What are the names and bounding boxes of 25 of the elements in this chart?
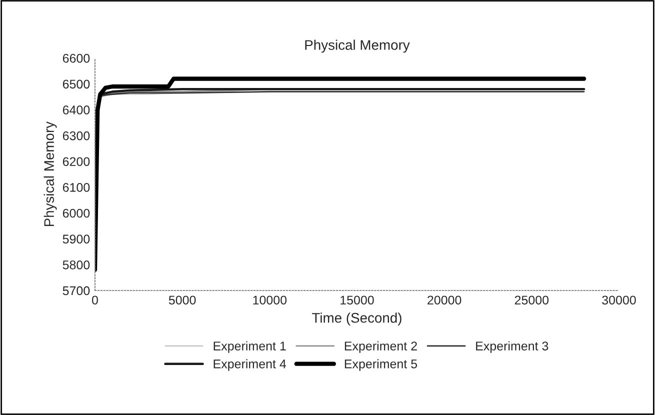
x-tick-label: 10000 <box>253 296 287 305</box>
y-tick-label: 6500 <box>62 80 90 89</box>
x-tick-label: 20000 <box>428 296 462 305</box>
y-tick-label: 6300 <box>62 131 90 140</box>
legend-label: Experiment 1 <box>214 341 286 353</box>
legend-label: Experiment 5 <box>344 359 418 371</box>
x-tick-label: 5000 <box>168 296 196 305</box>
legend-label: Experiment 4 <box>214 359 286 371</box>
y-tick-label: 5700 <box>62 286 90 296</box>
y-tick-label: 5800 <box>62 260 90 270</box>
x-tick-label: 15000 <box>340 296 374 305</box>
y-tick-label: 6000 <box>62 208 90 218</box>
legend-label: Experiment 3 <box>476 341 548 353</box>
x-tick-label: 25000 <box>514 296 549 305</box>
x-tick-label: 0 <box>92 296 98 305</box>
y-tick-label: 6100 <box>62 183 90 192</box>
y-tick-label: 6600 <box>62 54 90 63</box>
x-axis-title: Time (Second) <box>312 312 402 326</box>
y-tick-label: 5900 <box>62 234 90 244</box>
x-tick-label: 30000 <box>602 296 636 305</box>
y-tick-label: 6200 <box>62 157 90 166</box>
y-tick-label: 6400 <box>62 106 90 114</box>
chart-title: Physical Memory <box>305 40 410 53</box>
legend-label: Experiment 2 <box>344 341 417 353</box>
y-axis-title: Physical Memory <box>44 121 57 226</box>
